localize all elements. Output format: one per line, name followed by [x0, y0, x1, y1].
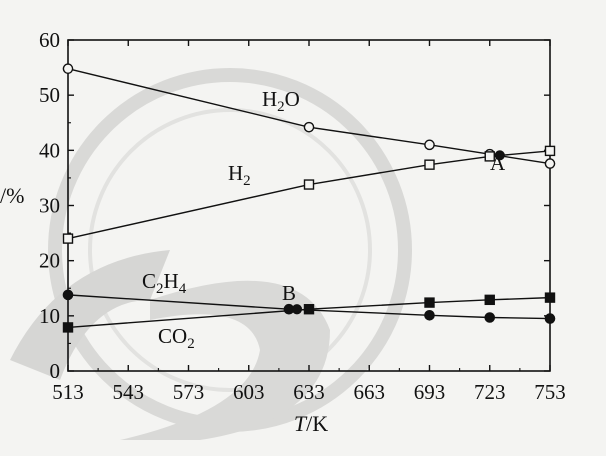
data-point-h2o	[544, 158, 556, 169]
series-group	[62, 63, 556, 333]
x-tick-label: 723	[474, 380, 506, 404]
watermark-ring-outer	[48, 68, 412, 432]
data-point-c2h4	[424, 309, 435, 321]
y-tick-label: 40	[39, 138, 60, 162]
watermark-shape-bottom	[120, 280, 330, 440]
x-tick-label: 633	[293, 380, 325, 404]
data-point-h2	[424, 159, 435, 170]
series-label-co2: CO2	[158, 324, 195, 352]
series-label-h2: H2	[228, 161, 251, 189]
data-point-co2	[303, 304, 315, 315]
data-point-h2o	[303, 121, 315, 133]
data-point-c2h4	[62, 289, 74, 301]
y-axis-label: /%	[0, 183, 24, 208]
data-point-co2	[544, 292, 556, 303]
x-tick-label: 513	[52, 380, 84, 404]
data-point-h2o	[62, 63, 74, 74]
series-line-h2o	[67, 68, 551, 165]
annotation-point-b	[291, 304, 303, 315]
data-point-c2h4	[484, 312, 496, 323]
x-tick-label: 693	[414, 380, 446, 404]
data-point-h2	[62, 233, 74, 244]
x-tick-label: 663	[354, 380, 386, 404]
watermark-seal	[10, 68, 412, 440]
annotation-point-a	[494, 150, 505, 161]
watermark-shape-left	[10, 250, 170, 380]
series-label-c2h4: C2H4	[142, 269, 187, 297]
data-point-h2	[303, 179, 315, 190]
y-tick-label: 10	[39, 304, 60, 328]
data-point-h2	[484, 151, 495, 162]
x-tick-label: 753	[534, 380, 566, 404]
data-point-c2h4	[544, 313, 556, 324]
x-tick-label: 543	[113, 380, 145, 404]
annotation-b: B	[282, 281, 296, 305]
axes: 513 543 573 603 633 663 693 723 753 0 10 20 30 40 50 60…	[0, 28, 566, 436]
y-tick-label: 30	[39, 194, 60, 218]
x-axis-label: T/K	[294, 411, 328, 436]
series-line-h2	[67, 150, 551, 240]
series-label-h2o: H2O	[262, 87, 300, 115]
x-tick-label: 573	[173, 380, 205, 404]
data-point-co2	[424, 297, 435, 308]
x-tick-label: 603	[233, 380, 265, 404]
data-point-h2	[544, 145, 556, 157]
y-tick-label: 0	[50, 359, 61, 383]
watermark-ring-inner	[88, 108, 372, 392]
y-tick-label: 50	[39, 83, 60, 107]
data-point-h2o	[424, 139, 435, 151]
data-point-co2	[484, 294, 495, 306]
data-point-co2	[62, 322, 74, 333]
y-tick-label: 60	[39, 28, 60, 52]
y-tick-label: 20	[39, 249, 60, 273]
